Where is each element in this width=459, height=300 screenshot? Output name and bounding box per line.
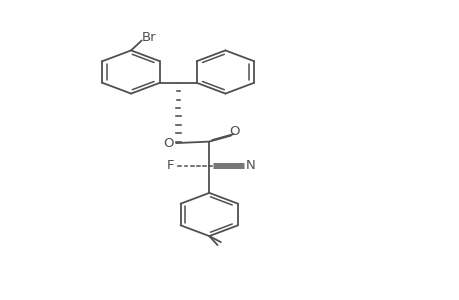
Text: O: O xyxy=(229,125,239,139)
Text: O: O xyxy=(163,136,173,150)
Text: N: N xyxy=(246,159,255,172)
Text: F: F xyxy=(166,159,174,172)
Text: Br: Br xyxy=(142,31,157,44)
